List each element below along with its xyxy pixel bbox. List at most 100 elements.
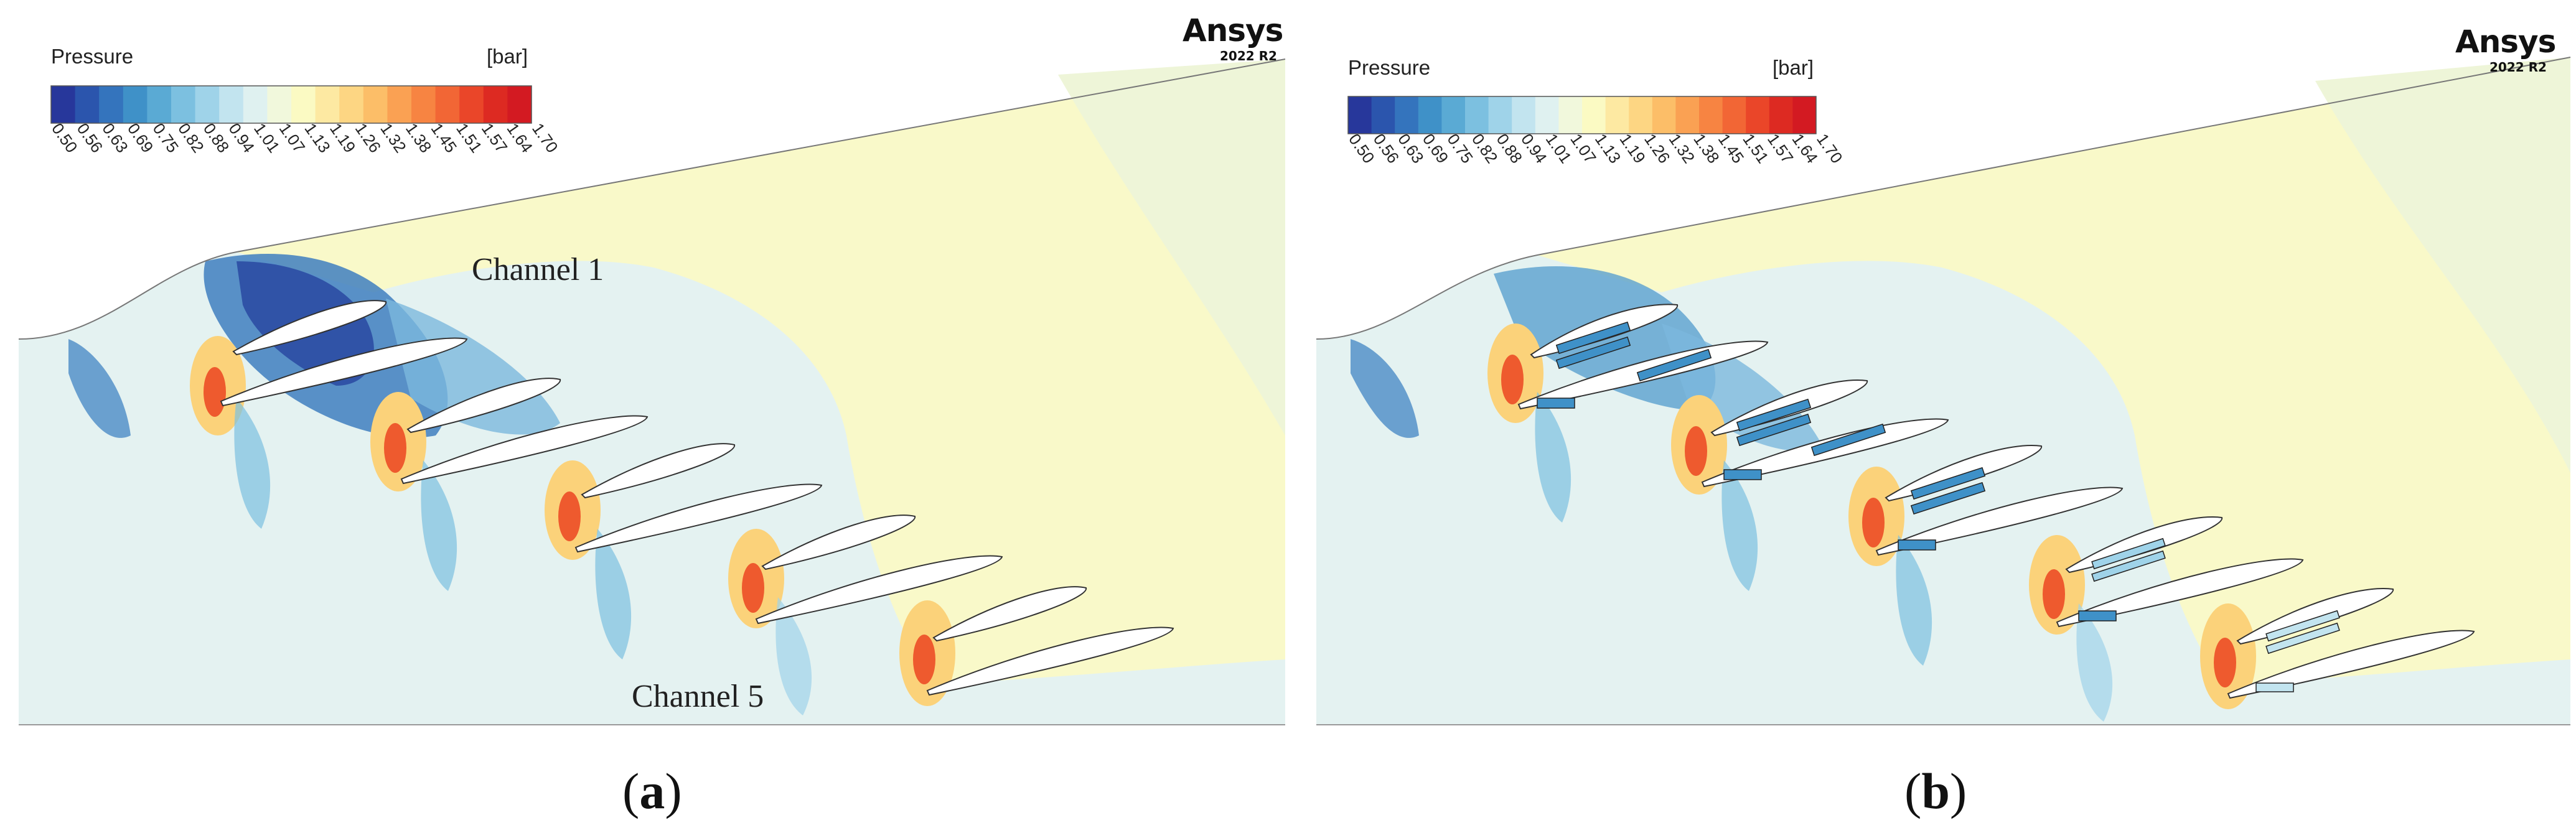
legend-tick-label: 1.45 xyxy=(428,119,461,156)
legend-tick-label: 1.19 xyxy=(326,119,360,156)
legend-tick-label: 0.82 xyxy=(174,119,208,156)
legend-tick-label: 1.13 xyxy=(301,119,334,156)
blade xyxy=(574,483,823,553)
legend-swatch xyxy=(1441,96,1466,134)
legend-swatch xyxy=(123,86,148,123)
legend-tick-label: 1.57 xyxy=(478,119,512,156)
legend-swatch xyxy=(1746,96,1770,134)
pale-green-region xyxy=(2315,57,2570,473)
legend-tick-label: 1.19 xyxy=(1616,130,1649,167)
legend-outline xyxy=(1347,96,1817,134)
pale-green-region xyxy=(1058,59,1285,435)
suction-zones xyxy=(1535,392,2113,722)
legend-swatch xyxy=(219,86,244,123)
legend-swatch xyxy=(1418,96,1442,134)
legend-swatch xyxy=(1465,96,1489,134)
stagnation-zones xyxy=(190,336,955,706)
legend-swatch xyxy=(1348,96,1372,134)
legend-swatch xyxy=(1395,96,1419,134)
legend-swatch xyxy=(99,86,124,123)
legend-outline xyxy=(50,85,532,124)
blades xyxy=(220,300,1174,696)
legend-tick-label: 0.94 xyxy=(225,119,259,156)
blade xyxy=(2056,558,2304,628)
legend-tick-label: 1.64 xyxy=(503,119,536,156)
high-pressure-region xyxy=(1537,57,2570,684)
legend-swatch xyxy=(147,86,172,123)
legend-title: Pressure xyxy=(51,45,134,68)
legend-tick-label: 1.51 xyxy=(1739,130,1773,167)
blade xyxy=(926,626,1174,696)
legend-tick-labels: 0.500.560.630.690.750.820.880.941.011.07… xyxy=(48,119,562,156)
panel-caption-b: (b) xyxy=(1904,763,1967,819)
legend-tick-label: 1.64 xyxy=(1789,130,1822,167)
blade xyxy=(400,415,649,485)
domain-outline xyxy=(1316,57,2571,340)
legend-tick-label: 1.38 xyxy=(402,119,436,156)
blade xyxy=(581,443,736,499)
legend-swatch xyxy=(243,86,268,123)
legend-swatch xyxy=(291,86,316,123)
legend-tick-label: 1.07 xyxy=(1567,130,1600,167)
channel-label-1: Channel 1 xyxy=(472,252,604,287)
legend-tick-label: 0.50 xyxy=(1345,130,1379,167)
blade-inserts xyxy=(1537,321,2340,692)
legend-tick-label: 0.69 xyxy=(124,119,157,156)
blade xyxy=(932,586,1087,642)
panel-caption-a: (a) xyxy=(622,763,682,819)
legend-swatch xyxy=(1769,96,1793,134)
ansys-logo: Ansys xyxy=(2455,24,2556,60)
legend-swatch xyxy=(387,86,412,123)
legend-swatch xyxy=(1582,96,1606,134)
legend-swatch xyxy=(435,86,460,123)
legend-tick-label: 1.32 xyxy=(1665,130,1699,167)
blade xyxy=(1701,418,1949,488)
legend-tick-label: 1.07 xyxy=(276,119,309,156)
legend-swatch xyxy=(1558,96,1583,134)
channel-label-5: Channel 5 xyxy=(632,679,764,714)
legend-swatch xyxy=(1605,96,1629,134)
legend-tick-label: 1.26 xyxy=(352,119,385,156)
legend-swatch xyxy=(1699,96,1723,134)
legend-tick-label: 0.75 xyxy=(149,119,183,156)
panel-b: 0.50 0.56 0.63 0.69 0.75 0.82 0.88 0.94 1.01 1.07… xyxy=(1288,0,2576,833)
legend-swatch xyxy=(411,86,436,123)
legend-tick-label: 0.82 xyxy=(1468,130,1502,167)
legend-tick-label: 0.88 xyxy=(1493,130,1527,167)
legend-swatch xyxy=(459,86,484,123)
ansys-logo: Ansys xyxy=(1183,12,1283,49)
legend-unit: [bar] xyxy=(1773,56,1814,79)
legend-tick-label: 1.32 xyxy=(377,119,410,156)
legend-tick-label: 0.63 xyxy=(1394,130,1428,167)
legend-tick-label: 1.26 xyxy=(1641,130,1674,167)
legend-swatch xyxy=(51,86,76,123)
legend-swatch xyxy=(195,86,220,123)
legend-tick-labels: 0.500.560.630.690.750.820.880.941.011.07… xyxy=(1345,130,1847,167)
domain-outline xyxy=(18,58,1286,340)
ansys-version: 2022 R2 xyxy=(1220,49,1277,63)
legend-tick-label: 0.75 xyxy=(1443,130,1477,167)
legend-tick-label: 0.94 xyxy=(1517,130,1551,167)
legend-tick-label: 1.70 xyxy=(528,119,562,156)
legend-swatch xyxy=(1371,96,1395,134)
legend-swatch xyxy=(1629,96,1653,134)
legend-tick-label: 0.56 xyxy=(73,119,107,156)
legend-tick-label: 0.56 xyxy=(1370,130,1403,167)
legend-tick-label: 1.01 xyxy=(250,119,284,156)
panel-a: 0.50 0.56 0.63 0.69 0.75 0.82 0.88 0.94 1.01 1.07… xyxy=(18,12,1286,819)
legend-tick-label: 1.38 xyxy=(1690,130,1723,167)
blade xyxy=(232,300,387,356)
legend-swatch xyxy=(483,86,508,123)
legend-swatch xyxy=(1652,96,1676,134)
pressure-contour-plot-a: 0.500.560.630.690.750.820.880.941.011.07… xyxy=(18,58,1286,725)
blade xyxy=(755,555,1003,625)
legend-swatch xyxy=(1792,96,1817,134)
pressure-contour-plot-b: 0.500.560.630.690.750.820.880.941.011.07… xyxy=(1316,57,2571,725)
high-pressure-region xyxy=(237,59,1285,684)
legend-title: Pressure xyxy=(1348,56,1431,79)
blade xyxy=(220,337,468,407)
ansys-version: 2022 R2 xyxy=(2489,60,2547,75)
legend-swatch xyxy=(75,86,100,123)
legend-tick-label: 1.70 xyxy=(1813,130,1847,167)
blade xyxy=(1875,486,2124,556)
